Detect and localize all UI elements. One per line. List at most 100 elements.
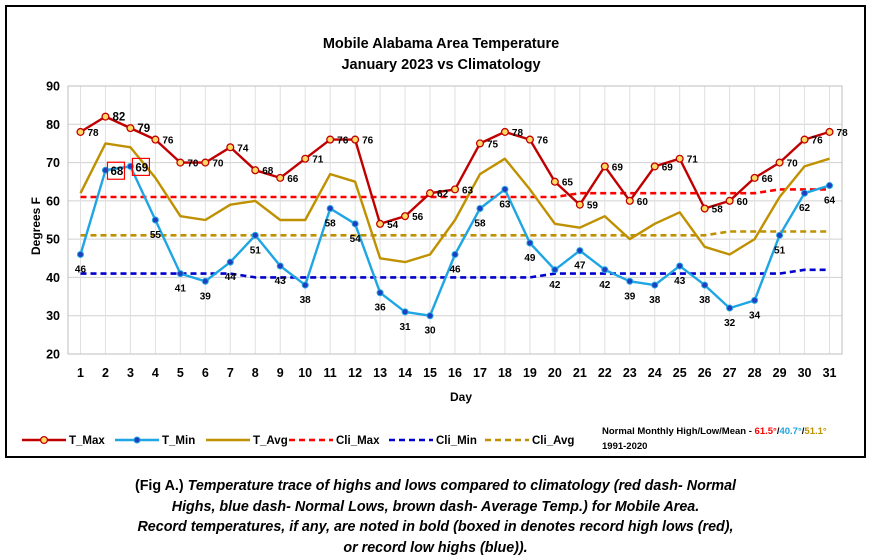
- x-tick-label: 9: [277, 366, 284, 380]
- x-tick-label: 26: [698, 366, 712, 380]
- data-label-t-max: 59: [587, 201, 599, 212]
- data-label-t-max: 66: [762, 174, 774, 185]
- data-label-t-max: 70: [212, 159, 224, 170]
- point-t-min: [401, 308, 409, 316]
- point-t-max: [675, 154, 684, 163]
- point-t-min: [651, 281, 659, 289]
- normals-note: Normal Monthly High/Low/Mean - 61.5°/40.…: [602, 426, 827, 452]
- point-t-max: [276, 173, 285, 182]
- legend: T_Max T_Min T_Avg Cli_Max Cli_Min Cli_Avg: [22, 435, 574, 447]
- data-label-t-max: 56: [412, 212, 424, 223]
- point-t-max: [625, 196, 634, 205]
- x-tick-label: 29: [773, 366, 787, 380]
- x-tick-label: 30: [798, 366, 812, 380]
- point-t-min: [601, 266, 609, 274]
- point-t-min: [376, 289, 384, 297]
- point-t-max: [126, 124, 135, 133]
- x-tick-label: 11: [324, 366, 337, 380]
- legend-label: T_Min: [162, 435, 195, 447]
- data-label-t-min: 30: [424, 326, 436, 337]
- data-label-t-min: 51: [250, 245, 262, 256]
- legend-marker: [39, 435, 49, 445]
- legend-marker: [133, 436, 141, 444]
- normal-high: 61.5°: [755, 426, 777, 437]
- data-label-t-min: 38: [699, 295, 711, 306]
- data-label-t-min: 63: [499, 199, 511, 210]
- legend-label: Cli_Avg: [532, 435, 574, 447]
- point-t-min: [201, 277, 209, 285]
- point-t-min: [826, 182, 834, 190]
- data-label-t-min: 42: [549, 280, 561, 291]
- data-label-t-min: 38: [300, 295, 312, 306]
- data-label-t-max: 70: [787, 159, 799, 170]
- legend-item-t-min: T_Min: [115, 435, 195, 447]
- x-tick-label: 22: [598, 366, 612, 380]
- data-label-t-max: 76: [337, 136, 349, 147]
- point-t-min: [301, 281, 309, 289]
- caption-text-1: Temperature trace of highs and lows comp…: [183, 478, 737, 494]
- data-label-t-min: 69: [135, 162, 148, 174]
- point-t-min: [476, 205, 484, 213]
- figure-caption: (Fig A.) Temperature trace of highs and …: [0, 476, 871, 558]
- x-tick-label: 16: [448, 366, 462, 380]
- point-t-max: [251, 166, 260, 175]
- legend-label: T_Avg: [253, 435, 288, 447]
- normals-sep-2: /: [802, 426, 805, 437]
- data-label-t-min: 54: [350, 234, 362, 245]
- x-tick-label: 3: [127, 366, 134, 380]
- y-tick-label: 60: [46, 194, 60, 208]
- data-label-t-max: 78: [87, 128, 99, 139]
- caption-line-2: Highs, blue dash- Normal Lows, brown das…: [171, 498, 700, 515]
- legend-item-t-max: T_Max: [22, 435, 105, 447]
- point-t-max: [800, 135, 809, 144]
- chart-frame: 20 30 40 50 60 70 80 90 1 2 3 4 5 6 7 8 9 10 11 12 13 14 15 16 1…: [5, 5, 866, 458]
- point-t-max: [575, 200, 584, 209]
- data-label-t-max: 70: [187, 159, 199, 170]
- data-label-t-max: 54: [387, 220, 399, 231]
- point-t-min: [726, 304, 734, 312]
- data-label-t-max: 76: [537, 136, 549, 147]
- data-label-t-max: 68: [262, 166, 274, 177]
- x-tick-label: 12: [348, 366, 362, 380]
- series-line-cli-max: [80, 188, 830, 199]
- point-t-min: [676, 262, 684, 270]
- caption-line-1: (Fig A.) Temperature trace of highs and …: [0, 476, 871, 497]
- point-t-max: [700, 204, 709, 213]
- normals-period: 1991-2020: [602, 441, 647, 452]
- normals-note-line1: Normal Monthly High/Low/Mean - 61.5°/40.…: [602, 426, 827, 437]
- series-line-t-avg: [79, 142, 830, 264]
- chart-title: Mobile Alabama Area Temperature: [323, 36, 559, 52]
- data-label-t-max: 76: [162, 136, 174, 147]
- point-t-min: [276, 262, 284, 270]
- y-tick-label: 80: [46, 118, 60, 132]
- data-label-t-min: 47: [574, 261, 586, 272]
- normals-prefix: Normal Monthly High/Low/Mean -: [602, 426, 755, 437]
- data-label-t-max: 76: [362, 136, 374, 147]
- data-label-t-min: 39: [624, 291, 636, 302]
- point-t-min: [351, 220, 359, 228]
- point-t-min: [426, 312, 434, 320]
- data-label-t-min: 44: [225, 272, 237, 283]
- point-t-min: [776, 231, 784, 239]
- point-t-max: [725, 196, 734, 205]
- data-label-t-min: 51: [774, 245, 786, 256]
- point-t-max: [475, 139, 485, 148]
- data-label-t-min: 64: [824, 196, 836, 207]
- x-tick-label: 17: [473, 366, 487, 380]
- x-tick-label: 5: [177, 366, 184, 380]
- data-label-t-max: 78: [512, 128, 524, 139]
- data-label-t-min: 32: [724, 318, 736, 329]
- data-label-t-min: 31: [400, 322, 412, 333]
- chart-subtitle: January 2023 vs Climatology: [341, 57, 540, 73]
- point-t-max: [101, 112, 110, 121]
- point-t-min: [251, 231, 259, 239]
- point-t-max: [775, 158, 784, 167]
- point-t-min: [451, 250, 459, 258]
- caption-line-3: Record temperatures, if any, are noted i…: [137, 519, 734, 535]
- data-label-t-max: 76: [812, 136, 824, 147]
- legend-item-cli-min: Cli_Min: [389, 435, 477, 447]
- x-tick-label: 2: [102, 366, 109, 380]
- data-label-t-min: 68: [110, 166, 123, 178]
